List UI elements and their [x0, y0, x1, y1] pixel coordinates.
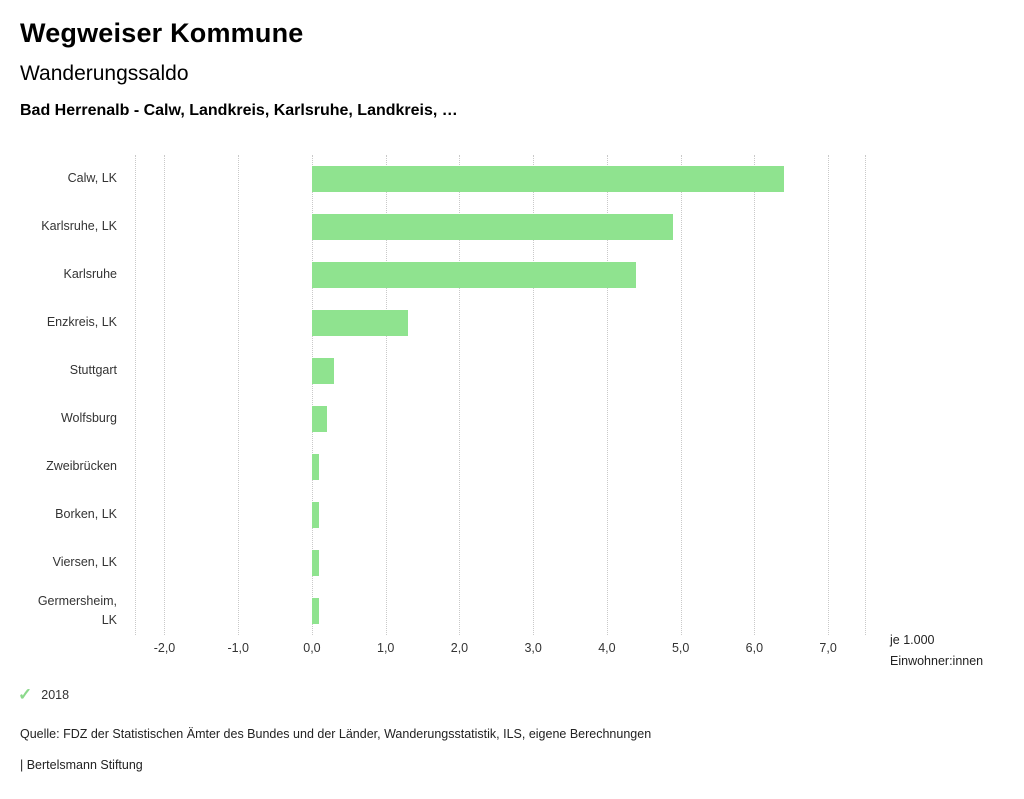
- gridline: [680, 155, 682, 635]
- x-axis-ticks: -2,0 -1,0 0,0 1,0 2,0 3,0 4,0 5,0 6,0 7,0: [135, 641, 865, 659]
- x-axis-unit-line1: je 1.000: [890, 633, 935, 647]
- bar[interactable]: [311, 262, 637, 288]
- x-tick-label: 4,0: [598, 641, 616, 655]
- gridline: [865, 155, 866, 635]
- source-note: Quelle: FDZ der Statistischen Ämter des …: [20, 727, 652, 741]
- gridline: [311, 155, 313, 635]
- x-tick-label: 5,0: [671, 641, 690, 655]
- category-label: Germersheim, LK: [37, 593, 117, 627]
- gridline: [135, 155, 136, 635]
- category-label: Stuttgart: [69, 363, 117, 378]
- bar[interactable]: [311, 454, 320, 480]
- bar[interactable]: [311, 550, 320, 576]
- category-label: Borken, LK: [55, 507, 117, 522]
- check-icon: ✓: [18, 685, 33, 704]
- x-tick-label: 2,0: [450, 641, 469, 655]
- x-tick-label: -1,0: [227, 641, 249, 655]
- bar-chart: Calw, LK Karlsruhe, LK Karlsruhe Enzkreis, …: [0, 155, 1024, 675]
- x-tick-label: 7,0: [819, 641, 837, 655]
- chart-title: Wanderungssaldo: [20, 62, 189, 85]
- bar[interactable]: [311, 214, 674, 240]
- category-label: Zweibrücken: [46, 459, 117, 474]
- breadcrumb: Bad Herrenalb - Calw, Landkreis, Karlsru…: [20, 102, 458, 119]
- bar[interactable]: [311, 166, 784, 192]
- bar[interactable]: [311, 358, 335, 384]
- gridline: [533, 155, 535, 635]
- x-tick-label: 6,0: [745, 641, 764, 655]
- x-tick-label: 1,0: [377, 641, 395, 655]
- y-axis-labels: Calw, LK Karlsruhe, LK Karlsruhe Enzkreis, …: [0, 155, 135, 635]
- category-label: Karlsruhe, LK: [41, 219, 117, 234]
- category-label: Enzkreis, LK: [46, 315, 117, 330]
- x-tick-label: 3,0: [524, 641, 542, 655]
- gridline: [385, 155, 387, 635]
- legend-item-2018[interactable]: ✓ 2018: [18, 686, 69, 703]
- bar[interactable]: [311, 598, 320, 624]
- gridline: [164, 155, 166, 635]
- x-tick-label: -2,0: [153, 641, 176, 655]
- category-label: Karlsruhe: [63, 267, 118, 282]
- gridline: [238, 155, 240, 635]
- gridline: [828, 155, 830, 635]
- legend-label: 2018: [41, 687, 70, 702]
- category-label: Viersen, LK: [52, 555, 117, 570]
- gridline: [606, 155, 608, 635]
- category-label: Calw, LK: [67, 171, 117, 186]
- gridline: [459, 155, 461, 635]
- bar[interactable]: [311, 310, 408, 336]
- category-label: Wolfsburg: [60, 411, 117, 426]
- bar[interactable]: [311, 502, 320, 528]
- plot-area: [135, 155, 866, 635]
- x-axis-unit-line2: Einwohner:innen: [890, 654, 984, 669]
- x-tick-label: 0,0: [303, 641, 321, 655]
- x-axis-unit-label: je 1.000 Einwohner:innen: [890, 630, 983, 673]
- page-title: Wegweiser Kommune: [20, 18, 304, 48]
- brand-note: | Bertelsmann Stiftung: [20, 758, 143, 772]
- bar[interactable]: [311, 406, 327, 432]
- gridline: [754, 155, 756, 635]
